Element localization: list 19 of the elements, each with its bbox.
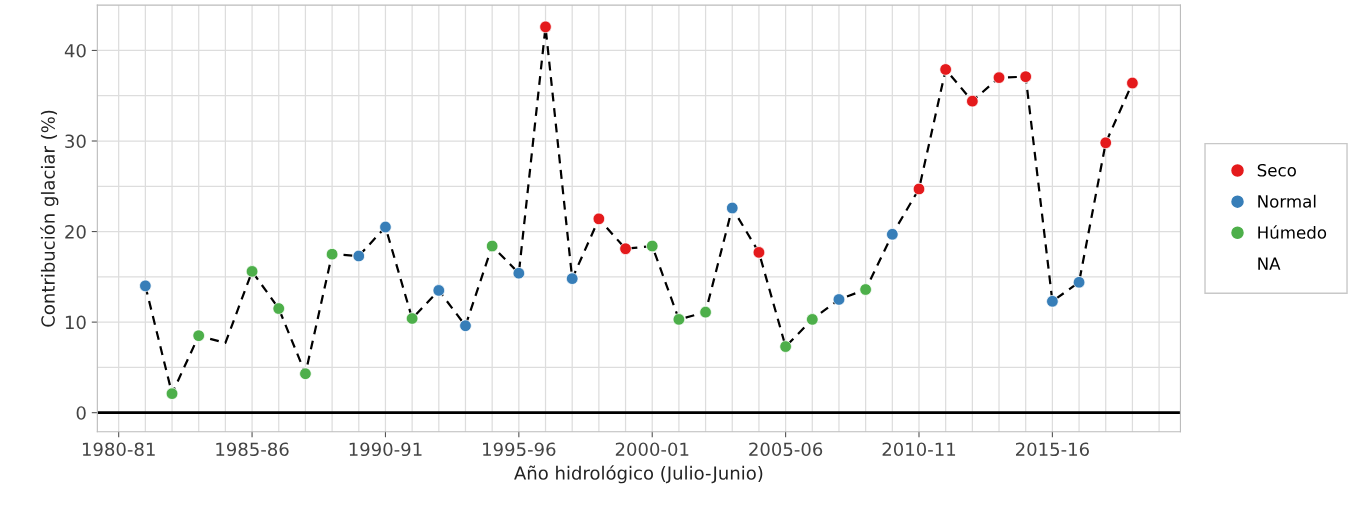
x-tick-label: 2010-11 [882,442,956,457]
x-tick-label: 1990-91 [349,442,422,457]
x-tick-label: 2015-16 [1015,442,1089,457]
x-tick-label: 2000-01 [615,442,689,457]
legend-label: Seco [1257,163,1296,177]
x-tick-label: 1980-81 [82,442,155,457]
y-axis-title: Contribución glaciar (%) [40,110,59,327]
x-tick-label: 1995-96 [483,442,556,457]
y-tick-label: 40 [64,43,86,58]
y-tick-label: 30 [65,134,86,149]
x-tick-label: 2005-06 [749,442,823,457]
text: NA [1258,257,1281,270]
legend-label: Normal [1258,194,1316,208]
x-tick-label: 1985-86 [216,442,289,457]
y-tick-label: 0 [76,406,86,420]
y-tick-label: 20 [65,225,86,239]
legend-label: Húmedo [1258,225,1327,239]
x-axis-title: Año hidrológico (Julio-Junio) [514,465,763,484]
y-tick-label: 10 [65,315,86,330]
